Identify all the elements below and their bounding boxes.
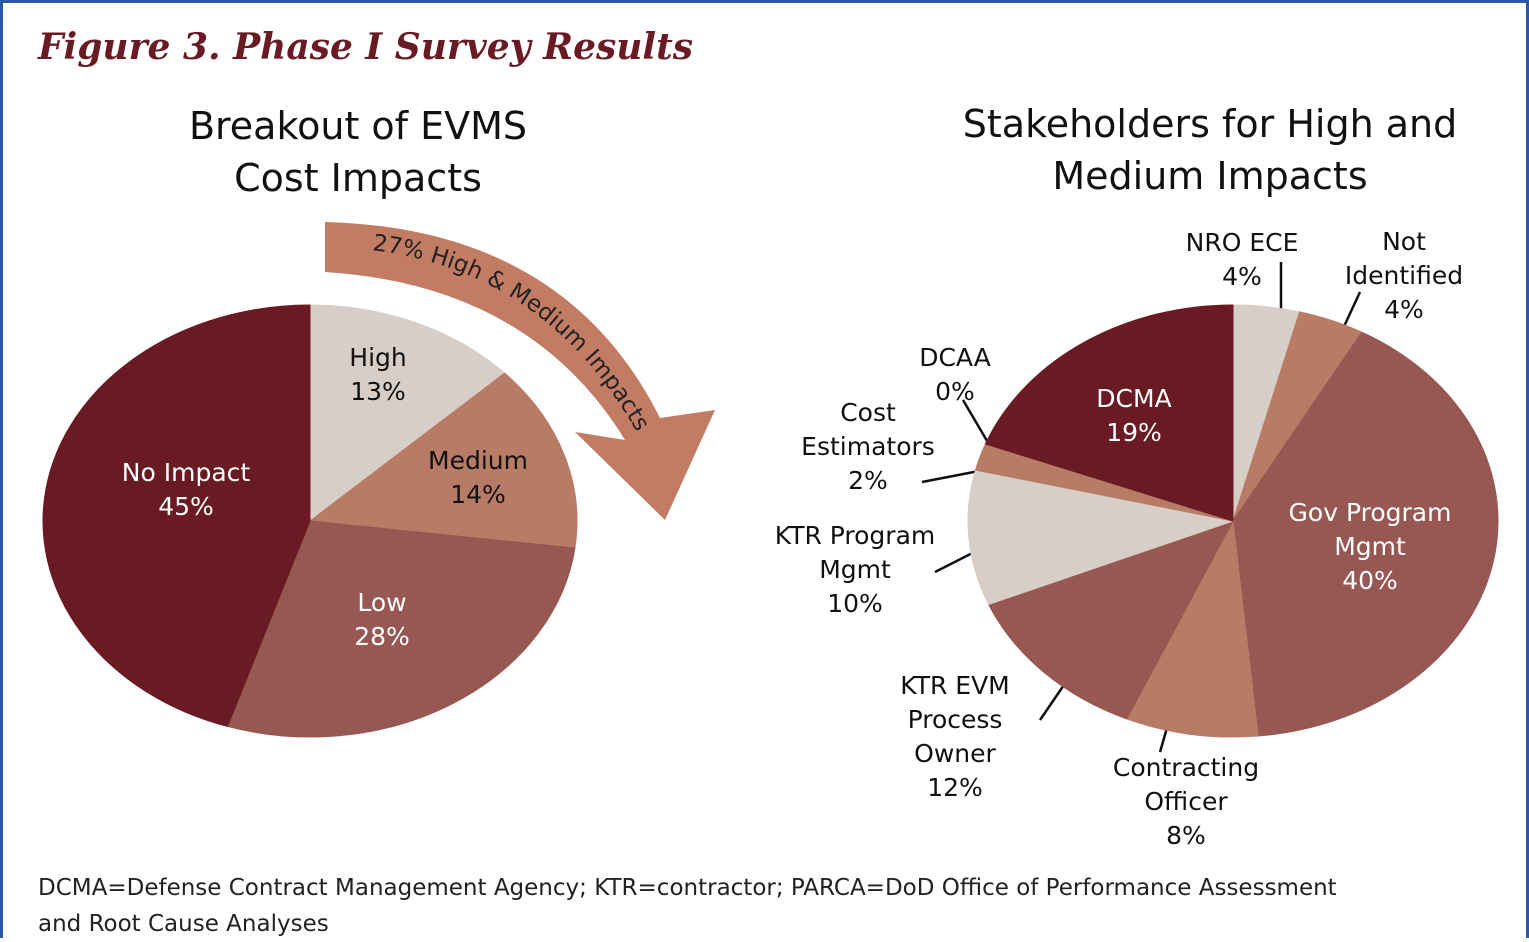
slice-label: Not Identified 4%	[1324, 225, 1484, 327]
slice-label: DCMA 19%	[1054, 382, 1214, 450]
slice-name: Cost Estimators	[801, 398, 935, 461]
pie-slice	[967, 469, 1235, 606]
slice-name: Contracting Officer	[1112, 753, 1260, 816]
footnote: DCMA=Defense Contract Management Agency;…	[38, 875, 1337, 937]
slice-value: 14%	[450, 480, 506, 509]
slice-value: 4%	[1384, 295, 1424, 324]
slice-name: NRO ECE	[1185, 228, 1299, 257]
slice-value: 19%	[1106, 418, 1162, 447]
slice-label: High 13%	[278, 341, 478, 409]
slice-value: 13%	[350, 377, 406, 406]
pie-slice	[226, 520, 576, 738]
slice-label: Medium 14%	[378, 444, 578, 512]
slice-label: Low 28%	[282, 586, 482, 654]
slice-value: 4%	[1222, 262, 1262, 291]
pie-slice	[42, 304, 311, 728]
slice-name: High	[349, 343, 407, 372]
slice-name: DCMA	[1096, 384, 1172, 413]
slice-value: 10%	[827, 589, 883, 618]
slice-value: 45%	[158, 492, 214, 521]
slice-name: Medium	[428, 446, 528, 475]
slice-value: 12%	[927, 773, 983, 802]
pie-slice	[308, 372, 578, 549]
slice-label: NRO ECE 4%	[1162, 226, 1322, 294]
slice-value: 2%	[848, 466, 888, 495]
slice-label: No Impact 45%	[121, 456, 251, 524]
slice-name: No Impact	[121, 458, 251, 487]
chart-title: Stakeholders for High and Medium Impacts	[962, 102, 1458, 198]
slice-value: 40%	[1342, 566, 1398, 595]
pie-slice	[987, 520, 1235, 720]
slice-label: Gov Program Mgmt 40%	[1260, 496, 1480, 598]
chart-title: Breakout of EVMS Cost Impacts	[188, 104, 528, 200]
slice-name: Gov Program Mgmt	[1288, 498, 1452, 561]
arrow	[325, 222, 715, 520]
slice-value: 8%	[1166, 821, 1206, 850]
pie-slice	[309, 304, 506, 523]
slice-name: Low	[357, 588, 407, 617]
slice-name: DCAA	[919, 343, 991, 372]
slice-label: Contracting Officer 8%	[1086, 751, 1286, 853]
pie-slice	[1126, 519, 1259, 738]
slice-label: DCAA 0%	[895, 341, 1015, 409]
slice-name: Not Identified	[1344, 227, 1464, 290]
pie-slice	[984, 304, 1234, 522]
slice-label: KTR Program Mgmt 10%	[750, 519, 960, 621]
slice-name: KTR Program Mgmt	[774, 521, 936, 584]
slice-name: KTR EVM Process Owner	[900, 671, 1010, 768]
slice-value: 0%	[935, 377, 975, 406]
figure-title: Figure 3. Phase I Survey Results	[38, 26, 693, 68]
slice-value: 28%	[354, 622, 410, 651]
slice-label: KTR EVM Process Owner 12%	[880, 669, 1030, 805]
pie-slice	[1232, 331, 1499, 737]
slice-label: Cost Estimators 2%	[778, 396, 958, 498]
